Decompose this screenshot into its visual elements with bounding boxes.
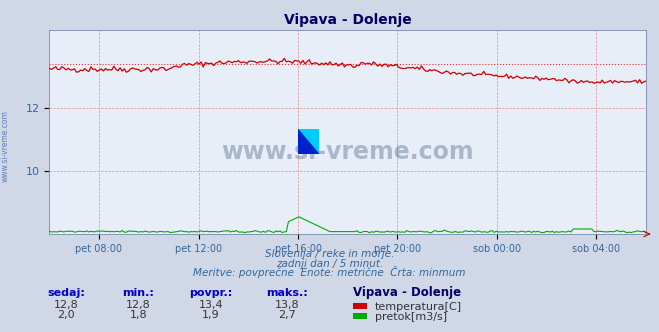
Text: maks.:: maks.: bbox=[266, 288, 308, 298]
Text: temperatura[C]: temperatura[C] bbox=[375, 302, 462, 312]
Text: Vipava - Dolenje: Vipava - Dolenje bbox=[353, 286, 461, 299]
Text: www.si-vreme.com: www.si-vreme.com bbox=[221, 140, 474, 164]
Text: min.:: min.: bbox=[123, 288, 154, 298]
Text: sedaj:: sedaj: bbox=[47, 288, 85, 298]
Text: pretok[m3/s]: pretok[m3/s] bbox=[375, 312, 447, 322]
Text: 1,9: 1,9 bbox=[202, 310, 219, 320]
Text: 12,8: 12,8 bbox=[53, 300, 78, 310]
Text: 2,7: 2,7 bbox=[278, 310, 295, 320]
Text: 2,0: 2,0 bbox=[57, 310, 74, 320]
Text: www.si-vreme.com: www.si-vreme.com bbox=[1, 110, 10, 182]
Text: 1,8: 1,8 bbox=[130, 310, 147, 320]
Text: Slovenija / reke in morje.: Slovenija / reke in morje. bbox=[265, 249, 394, 259]
Text: 12,8: 12,8 bbox=[126, 300, 151, 310]
Title: Vipava - Dolenje: Vipava - Dolenje bbox=[284, 13, 411, 27]
Text: zadnji dan / 5 minut.: zadnji dan / 5 minut. bbox=[276, 259, 383, 269]
Polygon shape bbox=[298, 129, 319, 154]
Text: 13,8: 13,8 bbox=[274, 300, 299, 310]
Text: povpr.:: povpr.: bbox=[189, 288, 233, 298]
Text: Meritve: povprečne  Enote: metrične  Črta: minmum: Meritve: povprečne Enote: metrične Črta:… bbox=[193, 266, 466, 278]
Text: 13,4: 13,4 bbox=[198, 300, 223, 310]
Polygon shape bbox=[298, 129, 319, 154]
